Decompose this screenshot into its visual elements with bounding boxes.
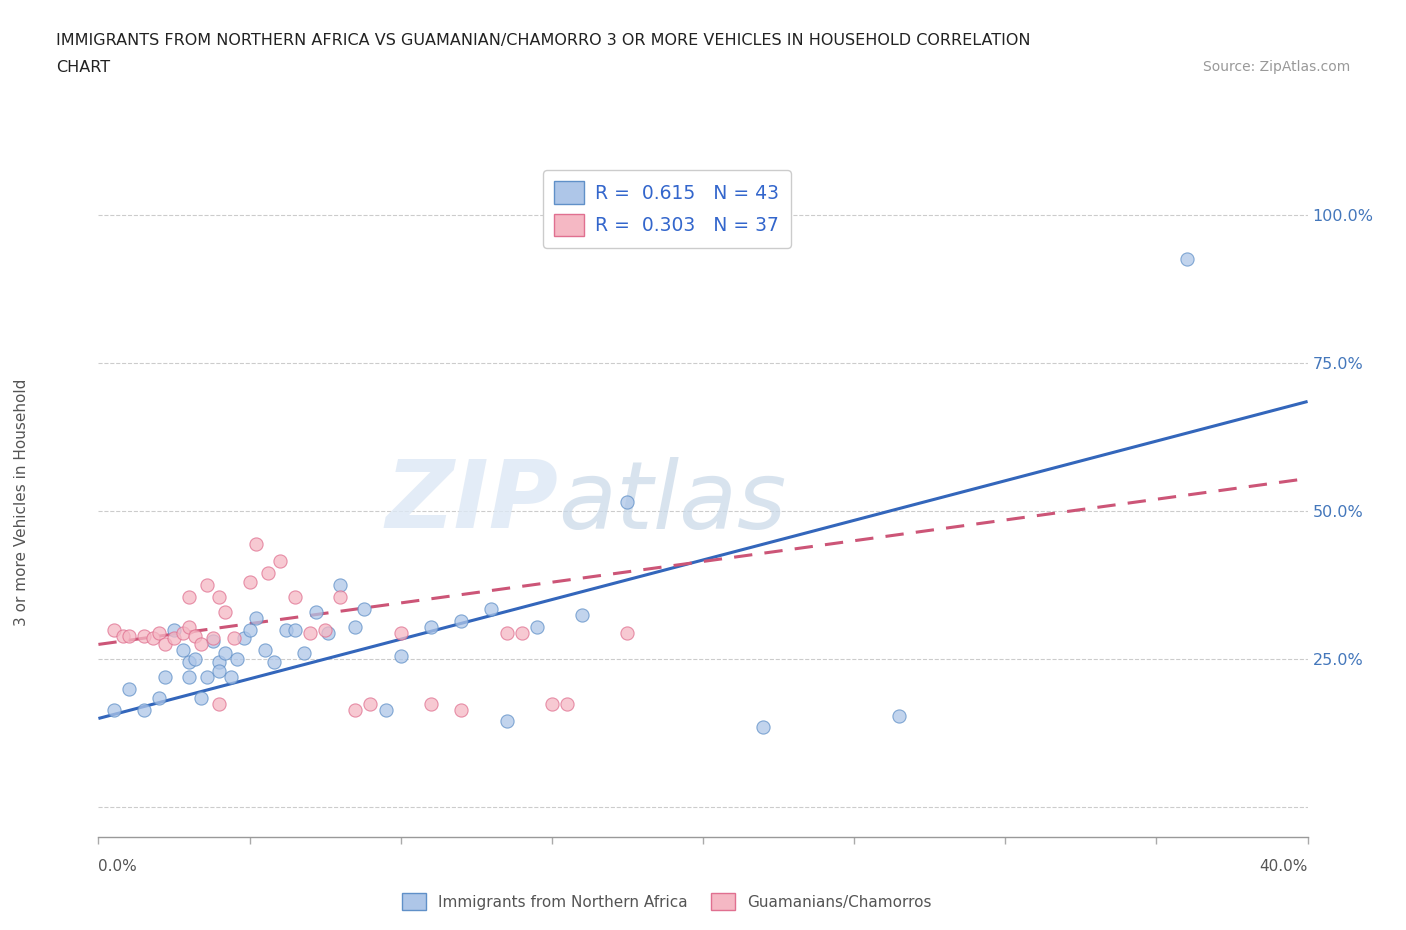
Point bbox=[889, 708, 911, 723]
Point bbox=[353, 602, 375, 617]
Point bbox=[214, 604, 236, 619]
Point bbox=[316, 625, 339, 640]
Point bbox=[153, 670, 176, 684]
Point bbox=[269, 554, 291, 569]
Point bbox=[450, 702, 472, 717]
Point bbox=[190, 690, 212, 705]
Point bbox=[305, 604, 328, 619]
Point bbox=[540, 697, 562, 711]
Point bbox=[208, 664, 231, 679]
Point bbox=[245, 610, 267, 625]
Point bbox=[132, 702, 155, 717]
Point bbox=[419, 619, 441, 634]
Point bbox=[202, 631, 225, 646]
Point bbox=[177, 619, 201, 634]
Point bbox=[284, 622, 307, 637]
Point bbox=[177, 590, 201, 604]
Point bbox=[389, 649, 412, 664]
Point bbox=[263, 655, 285, 670]
Text: 40.0%: 40.0% bbox=[1260, 859, 1308, 874]
Text: Source: ZipAtlas.com: Source: ZipAtlas.com bbox=[1202, 60, 1350, 74]
Point bbox=[571, 607, 593, 622]
Point bbox=[752, 720, 775, 735]
Point bbox=[616, 625, 638, 640]
Point bbox=[184, 628, 207, 643]
Point bbox=[329, 578, 352, 592]
Point bbox=[111, 628, 134, 643]
Point bbox=[148, 690, 170, 705]
Text: 3 or more Vehicles in Household: 3 or more Vehicles in Household bbox=[14, 379, 28, 626]
Point bbox=[1175, 252, 1198, 267]
Point bbox=[374, 702, 396, 717]
Point bbox=[292, 645, 315, 660]
Point bbox=[450, 613, 472, 628]
Point bbox=[202, 634, 225, 649]
Point bbox=[344, 702, 367, 717]
Point bbox=[253, 643, 276, 658]
Point bbox=[510, 625, 533, 640]
Point bbox=[274, 622, 297, 637]
Point bbox=[172, 625, 194, 640]
Point bbox=[163, 622, 186, 637]
Point bbox=[239, 575, 262, 590]
Point bbox=[103, 702, 125, 717]
Point bbox=[195, 670, 218, 684]
Point bbox=[245, 537, 267, 551]
Point bbox=[329, 590, 352, 604]
Legend: Immigrants from Northern Africa, Guamanians/Chamorros: Immigrants from Northern Africa, Guamani… bbox=[395, 886, 938, 916]
Point bbox=[526, 619, 548, 634]
Point bbox=[299, 625, 322, 640]
Point bbox=[232, 631, 254, 646]
Point bbox=[118, 628, 141, 643]
Text: ZIP: ZIP bbox=[385, 457, 558, 548]
Point bbox=[389, 625, 412, 640]
Text: atlas: atlas bbox=[558, 457, 786, 548]
Point bbox=[419, 697, 441, 711]
Point bbox=[163, 631, 186, 646]
Point bbox=[221, 670, 243, 684]
Point bbox=[616, 495, 638, 510]
Point bbox=[344, 619, 367, 634]
Point bbox=[177, 670, 201, 684]
Point bbox=[172, 643, 194, 658]
Point bbox=[495, 714, 517, 729]
Point bbox=[314, 622, 336, 637]
Point bbox=[148, 625, 170, 640]
Point bbox=[153, 637, 176, 652]
Point bbox=[224, 631, 246, 646]
Point bbox=[142, 631, 165, 646]
Point bbox=[555, 697, 578, 711]
Text: CHART: CHART bbox=[56, 60, 110, 75]
Point bbox=[190, 637, 212, 652]
Point bbox=[284, 590, 307, 604]
Point bbox=[214, 645, 236, 660]
Point bbox=[208, 655, 231, 670]
Text: IMMIGRANTS FROM NORTHERN AFRICA VS GUAMANIAN/CHAMORRO 3 OR MORE VEHICLES IN HOUS: IMMIGRANTS FROM NORTHERN AFRICA VS GUAMA… bbox=[56, 33, 1031, 47]
Point bbox=[208, 697, 231, 711]
Text: 0.0%: 0.0% bbox=[98, 859, 138, 874]
Point bbox=[118, 682, 141, 697]
Point bbox=[495, 625, 517, 640]
Point bbox=[177, 655, 201, 670]
Point bbox=[360, 697, 382, 711]
Point bbox=[195, 578, 218, 592]
Point bbox=[132, 628, 155, 643]
Point bbox=[208, 590, 231, 604]
Point bbox=[103, 622, 125, 637]
Point bbox=[226, 652, 249, 667]
Point bbox=[184, 652, 207, 667]
Point bbox=[239, 622, 262, 637]
Point bbox=[256, 565, 278, 580]
Point bbox=[481, 602, 503, 617]
